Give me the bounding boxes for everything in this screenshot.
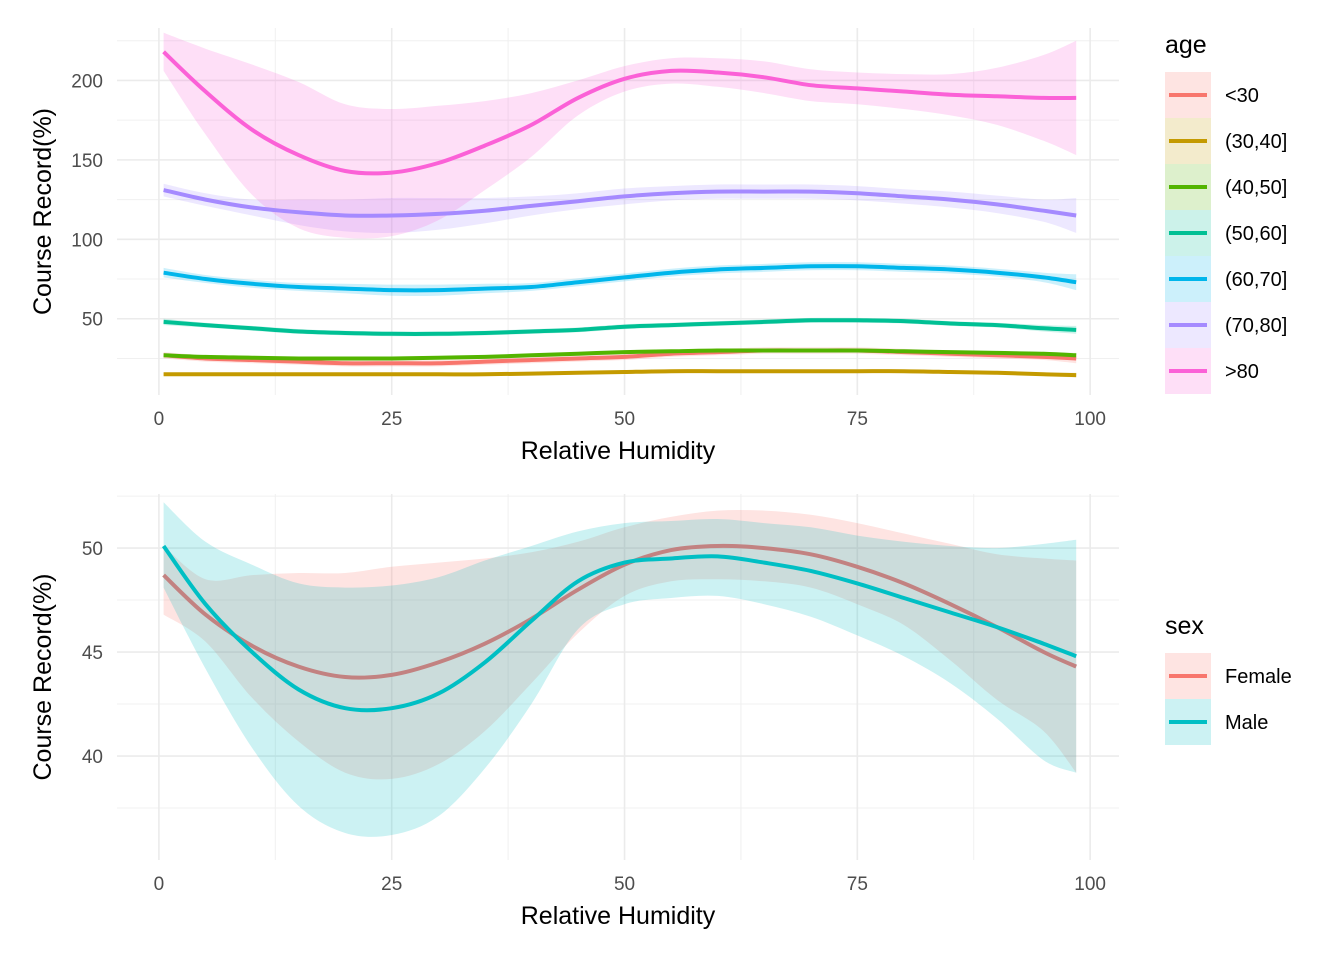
series-line-80 [162,50,1077,176]
legend-label-70-80: (70,80] [1225,315,1287,337]
ribbon-80 [163,32,1077,239]
x-tick-label: 75 [847,409,868,430]
legend-label-80: >80 [1225,361,1259,383]
series-line-60-70 [163,264,1077,293]
y-axis-title: Course Record(%) [29,108,57,315]
x-tick-label: 0 [154,874,165,895]
series-line-50-60 [163,318,1077,336]
legend-label-40-50: (40,50] [1225,177,1287,199]
x-tick-label: 50 [614,409,635,430]
x-tick-label: 50 [614,874,635,895]
ribbon-female [163,509,1077,780]
age-panel: 0 25 50 75 100 50 100 150 200 Relative Humidity Co… [29,28,1287,465]
x-tick-label: 0 [154,409,165,430]
series-line-male [161,544,1077,713]
ribbon-male [163,502,1077,837]
legend-title: sex [1165,612,1204,640]
y-tick-label: 45 [82,643,103,664]
legend-label-60-70: (60,70] [1225,269,1287,291]
legend-label-female: Female [1225,666,1292,688]
x-axis-title: Relative Humidity [521,437,716,465]
x-tick-label: 100 [1074,874,1106,895]
x-tick-label: 100 [1074,409,1106,430]
y-axis-title: Course Record(%) [29,573,57,780]
series-line-female [162,543,1077,680]
sex-panel: 0 25 50 75 100 40 45 50 Relative Humidity Course … [29,494,1292,930]
legend-label-50-60: (50,60] [1225,223,1287,245]
series-line-40-50 [163,348,1077,361]
legend-label-30: <30 [1225,85,1259,107]
legend-title: age [1165,31,1207,59]
y-tick-label: 150 [71,151,103,172]
y-tick-label: 100 [71,230,103,251]
y-tick-label: 40 [82,747,103,768]
y-tick-label: 200 [71,71,103,92]
y-tick-label: 50 [82,310,103,331]
legend-label-male: Male [1225,712,1268,734]
x-tick-label: 25 [381,874,402,895]
y-tick-label: 50 [82,539,103,560]
x-tick-label: 25 [381,409,402,430]
x-axis-title: Relative Humidity [521,902,716,930]
legend-label-30-40: (30,40] [1225,131,1287,153]
ribbon-70-80 [163,183,1077,233]
series-line-30-40 [163,369,1077,378]
x-tick-label: 75 [847,874,868,895]
series-line-70-80 [163,188,1077,218]
